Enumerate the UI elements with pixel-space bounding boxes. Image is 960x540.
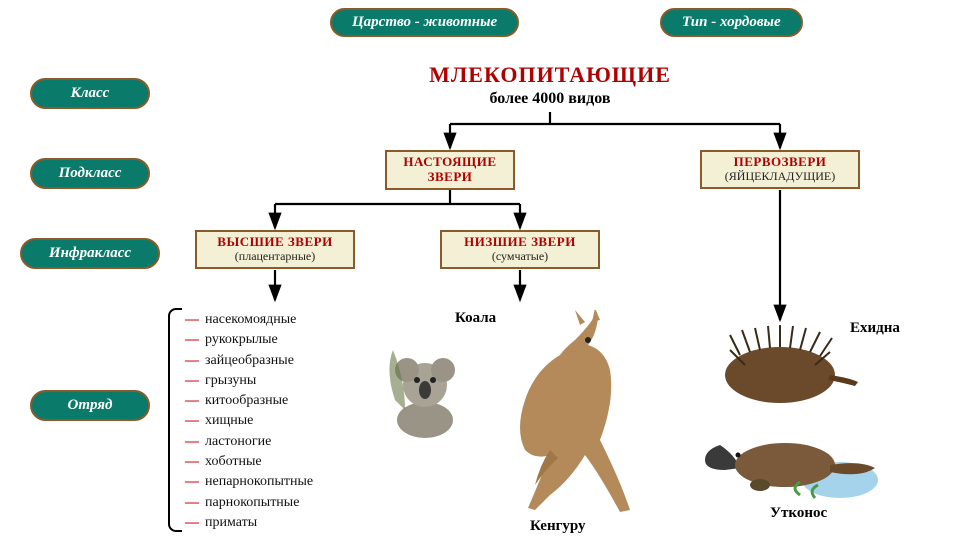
order-list: —насекомоядные —рукокрылые —зайцеобразны… xyxy=(185,310,313,533)
list-item: —ластоногие xyxy=(185,432,313,452)
rank-infraclass: Инфракласс xyxy=(20,238,160,269)
box-real-beasts-t2: ЗВЕРИ xyxy=(395,170,505,185)
koala-icon xyxy=(375,330,475,440)
pill-phylum: Тип - хордовые xyxy=(660,8,803,37)
class-title: МЛЕКОПИТАЮЩИЕ xyxy=(400,62,700,88)
box-lower-t2: (сумчатые) xyxy=(450,250,590,264)
kangaroo-icon xyxy=(480,310,640,520)
list-item: —непарнокопытные xyxy=(185,472,313,492)
rank-subclass: Подкласс xyxy=(30,158,150,189)
list-item: —рукокрылые xyxy=(185,330,313,350)
platypus-icon xyxy=(700,420,880,510)
list-item: —насекомоядные xyxy=(185,310,313,330)
list-item: —хоботные xyxy=(185,452,313,472)
list-item: —грызуны xyxy=(185,371,313,391)
list-item: —китообразные xyxy=(185,391,313,411)
box-protobeasts-t2: (ЯЙЦЕКЛАДУЩИЕ) xyxy=(710,170,850,184)
label-platypus: Утконос xyxy=(770,505,827,522)
list-item: —приматы xyxy=(185,513,313,533)
order-bracket xyxy=(168,308,182,532)
box-higher: ВЫСШИЕ ЗВЕРИ (плацентарные) xyxy=(195,230,355,269)
label-echidna: Ехидна xyxy=(850,320,900,337)
box-protobeasts: ПЕРВОЗВЕРИ (ЯЙЦЕКЛАДУЩИЕ) xyxy=(700,150,860,189)
box-higher-t2: (плацентарные) xyxy=(205,250,345,264)
list-item: —зайцеобразные xyxy=(185,351,313,371)
pill-kingdom: Царство - животные xyxy=(330,8,519,37)
list-item: —парнокопытные xyxy=(185,493,313,513)
box-real-beasts: НАСТОЯЩИЕ ЗВЕРИ xyxy=(385,150,515,190)
box-protobeasts-t1: ПЕРВОЗВЕРИ xyxy=(710,155,850,170)
rank-order: Отряд xyxy=(30,390,150,421)
box-higher-t1: ВЫСШИЕ ЗВЕРИ xyxy=(205,235,345,250)
box-real-beasts-t1: НАСТОЯЩИЕ xyxy=(395,155,505,170)
list-item: —хищные xyxy=(185,411,313,431)
species-count: более 4000 видов xyxy=(430,90,670,108)
echidna-icon xyxy=(700,320,860,410)
label-kangaroo: Кенгуру xyxy=(530,518,586,535)
box-lower-t1: НИЗШИЕ ЗВЕРИ xyxy=(450,235,590,250)
box-lower: НИЗШИЕ ЗВЕРИ (сумчатые) xyxy=(440,230,600,269)
rank-class: Класс xyxy=(30,78,150,109)
